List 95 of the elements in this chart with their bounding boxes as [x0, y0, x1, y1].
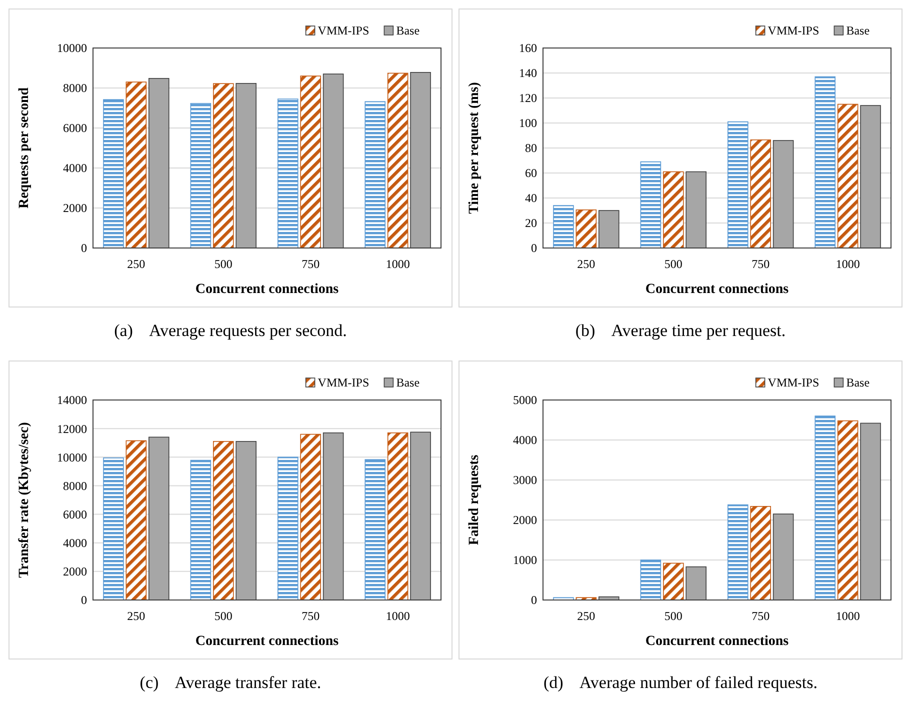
- y-tick-label: 20: [525, 216, 537, 230]
- bar: [126, 440, 147, 600]
- x-tick-label: 750: [752, 609, 770, 623]
- bar: [103, 99, 124, 248]
- y-tick-label: 100: [519, 116, 537, 130]
- text: (d) Average number of failed requests.: [544, 673, 818, 692]
- y-axis-title: Requests per second: [17, 87, 32, 209]
- y-tick-label: 0: [81, 593, 87, 608]
- bar: [750, 139, 772, 248]
- y-tick-label: 80: [525, 141, 537, 156]
- legend-label: VMM-IPS: [318, 24, 370, 38]
- x-tick-label: 500: [214, 257, 232, 271]
- bar: [553, 205, 574, 248]
- x-axis-title: Concurrent connections: [645, 634, 790, 649]
- legend-label: VMM-IPS: [768, 376, 820, 390]
- bar: [814, 76, 836, 248]
- y-tick-label: 8000: [63, 81, 87, 96]
- x-axis-title: Concurrent connections: [195, 634, 340, 649]
- bar: [212, 83, 234, 248]
- legend-label: Base: [396, 376, 420, 390]
- x-tick-label: 250: [127, 609, 146, 623]
- y-tick-label: 140: [519, 66, 537, 80]
- bar: [364, 459, 386, 600]
- bar: [662, 562, 684, 600]
- y-tick-label: 0: [531, 241, 537, 256]
- x-tick-label: 500: [664, 609, 682, 623]
- y-tick-label: 60: [525, 166, 537, 180]
- x-tick-label: 500: [664, 257, 682, 271]
- y-tick-label: 120: [519, 91, 537, 106]
- x-tick-label: 1000: [386, 257, 410, 271]
- y-tick-label: 5000: [513, 393, 537, 408]
- y-tick-label: 14000: [57, 393, 87, 408]
- x-tick-label: 750: [302, 257, 320, 271]
- bar: [728, 121, 748, 248]
- bar: [640, 560, 662, 600]
- x-axis-title: Concurrent connections: [645, 282, 790, 297]
- bar: [640, 161, 662, 248]
- y-tick-label: 4000: [513, 433, 537, 448]
- text: (c) Average transfer rate.: [140, 673, 322, 692]
- y-tick-label: 0: [81, 241, 87, 256]
- y-axis-title: Time per request (ms): [467, 82, 482, 214]
- bar: [662, 171, 684, 248]
- x-tick-label: 1000: [836, 257, 860, 271]
- legend-label: Base: [396, 24, 420, 38]
- y-tick-label: 8000: [63, 478, 87, 493]
- y-tick-label: 1000: [513, 553, 537, 568]
- bar: [126, 82, 147, 248]
- bar: [837, 420, 858, 600]
- y-tick-label: 12000: [57, 422, 87, 436]
- legend-label: Base: [846, 24, 870, 38]
- y-tick-label: 2000: [63, 564, 87, 579]
- bar: [364, 101, 386, 248]
- bar: [278, 98, 298, 248]
- bar: [190, 103, 212, 248]
- bar: [837, 104, 858, 248]
- bar: [190, 460, 212, 600]
- y-tick-label: 40: [525, 191, 537, 206]
- x-tick-label: 250: [577, 257, 596, 271]
- bar: [300, 434, 322, 600]
- x-tick-label: 250: [127, 257, 146, 271]
- legend-label: VMM-IPS: [318, 376, 370, 390]
- y-tick-label: 2000: [63, 201, 87, 216]
- y-axis-title: Failed requests: [467, 454, 482, 546]
- bar: [278, 456, 298, 600]
- bar: [103, 457, 124, 600]
- bar: [212, 441, 234, 600]
- bar: [300, 76, 322, 248]
- legend-label: Base: [846, 376, 870, 390]
- y-tick-label: 10000: [57, 450, 87, 464]
- y-tick-label: 6000: [63, 121, 87, 136]
- y-tick-label: 10000: [57, 41, 87, 56]
- x-axis-title: Concurrent connections: [195, 282, 340, 297]
- x-tick-label: 1000: [836, 609, 860, 623]
- y-tick-label: 160: [519, 41, 537, 56]
- y-tick-label: 2000: [513, 513, 537, 528]
- bar: [750, 506, 772, 600]
- bar: [576, 209, 597, 248]
- bar: [814, 416, 836, 600]
- x-tick-label: 250: [577, 609, 596, 623]
- text: (a) Average requests per second.: [114, 321, 347, 340]
- y-tick-label: 6000: [63, 507, 87, 522]
- legend-label: VMM-IPS: [768, 24, 820, 38]
- bar: [387, 72, 408, 248]
- bar: [387, 432, 408, 600]
- y-tick-label: 4000: [63, 161, 87, 176]
- y-tick-label: 3000: [513, 473, 537, 488]
- x-tick-label: 750: [752, 257, 770, 271]
- y-tick-label: 4000: [63, 536, 87, 550]
- text: (b) Average time per request.: [575, 321, 786, 340]
- y-tick-label: 0: [531, 593, 537, 608]
- y-axis-title: Transfer rate (Kbytes/sec): [17, 422, 32, 578]
- x-tick-label: 500: [214, 609, 232, 623]
- x-tick-label: 750: [302, 609, 320, 623]
- bar: [728, 504, 748, 600]
- x-tick-label: 1000: [386, 609, 410, 623]
